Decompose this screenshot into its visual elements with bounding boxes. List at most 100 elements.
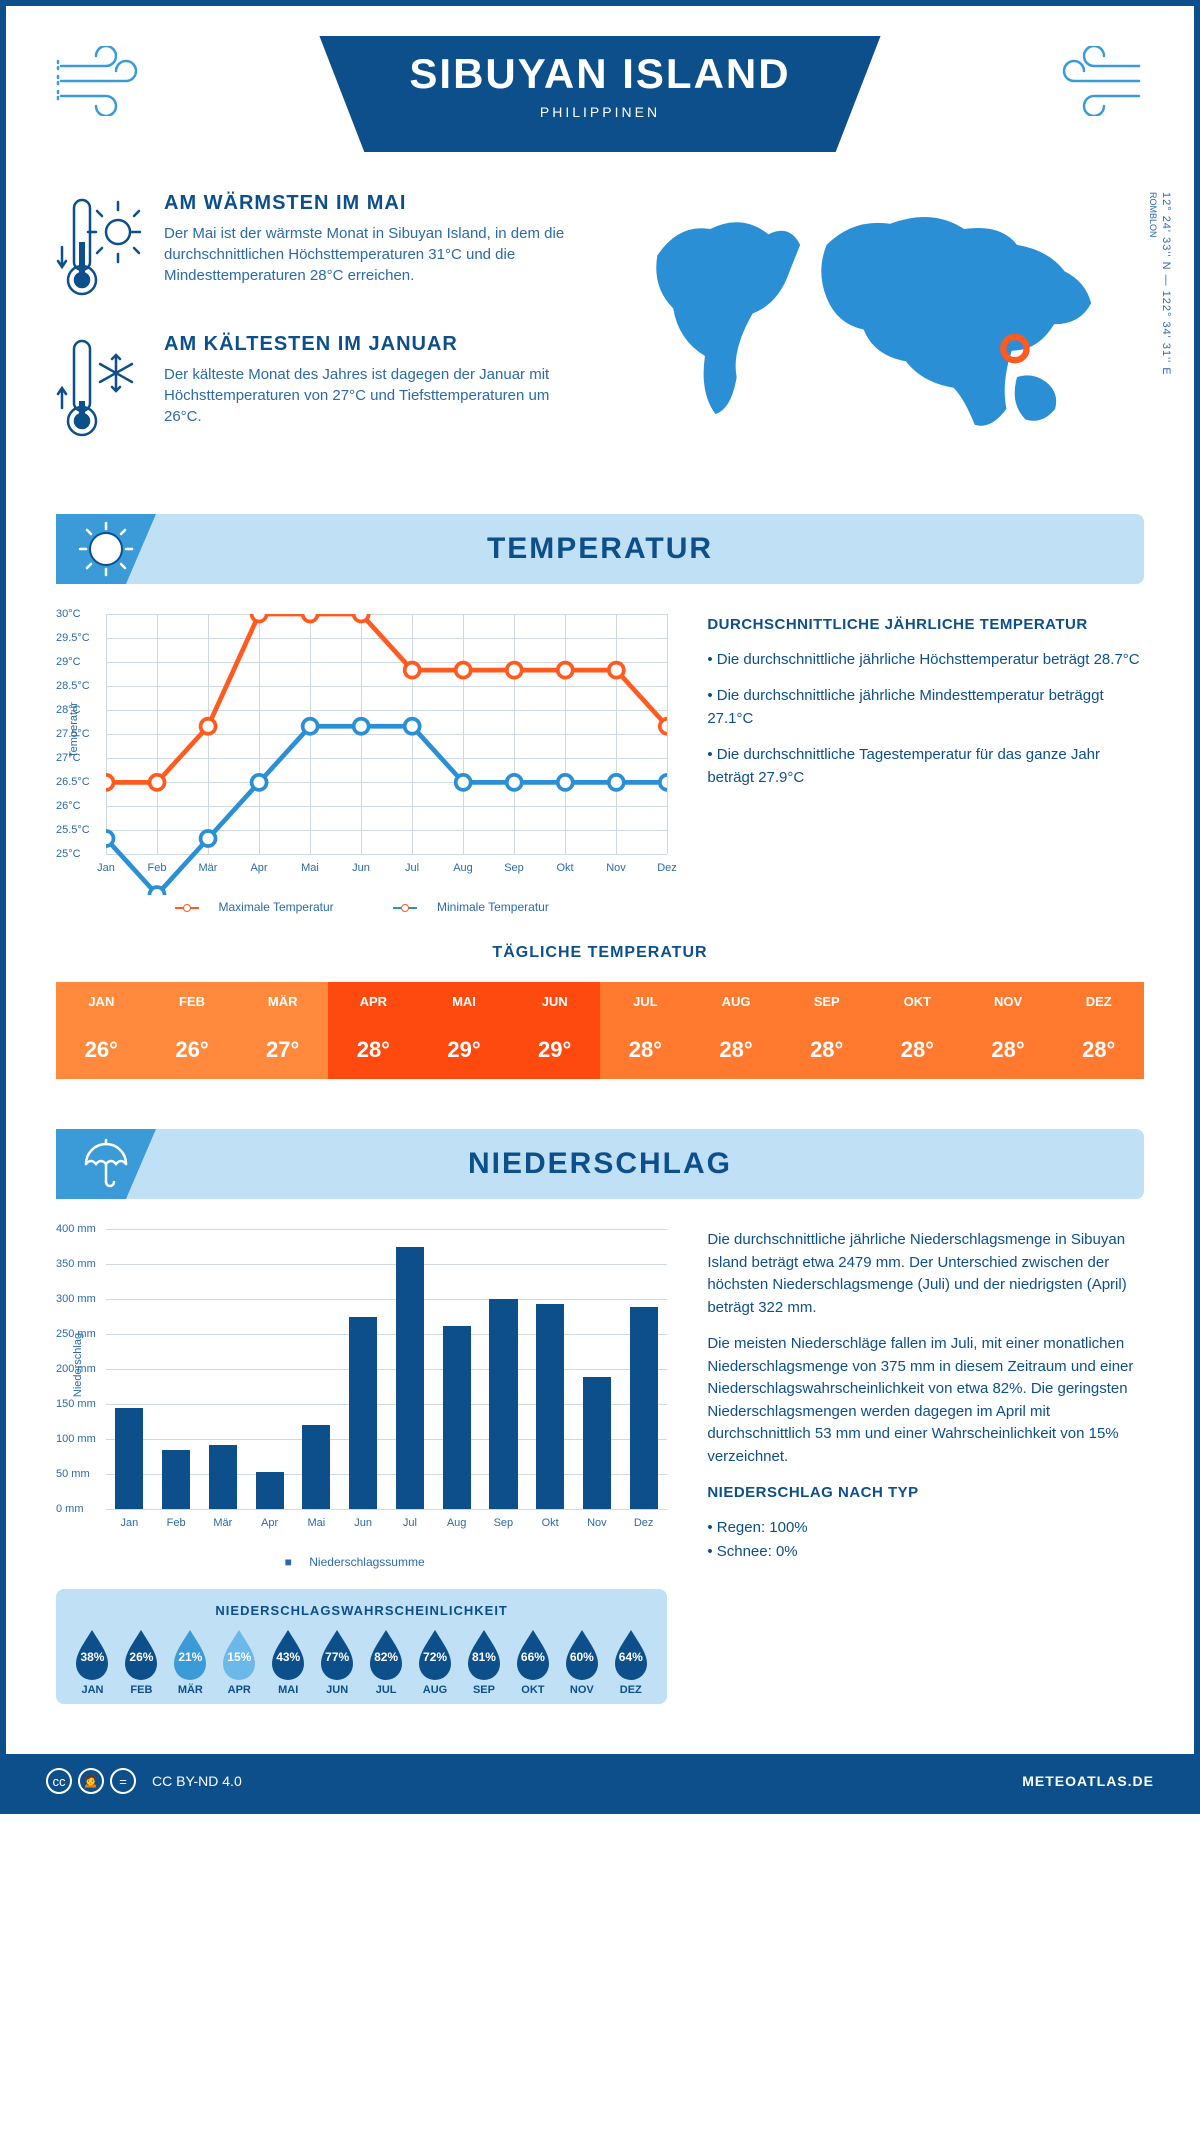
prob-cell: 72%AUG xyxy=(411,1628,460,1696)
xtick-label: Jun xyxy=(354,1517,372,1529)
ytick-label: 26°C xyxy=(56,800,81,812)
ytick-label: 250 mm xyxy=(56,1328,96,1340)
ytick-label: 0 mm xyxy=(56,1503,84,1515)
ytick-label: 150 mm xyxy=(56,1398,96,1410)
temperature-title: TEMPERATUR xyxy=(56,532,1144,566)
xtick-label: Jul xyxy=(405,862,419,874)
temp-cell: NOV28° xyxy=(963,982,1054,1079)
ytick-label: 30°C xyxy=(56,608,81,620)
bar xyxy=(302,1425,330,1509)
xtick-label: Mai xyxy=(308,1517,326,1529)
bar xyxy=(396,1247,424,1510)
prob-cell: 66%OKT xyxy=(508,1628,557,1696)
daily-temp-table: JAN26°FEB26°MÄR27°APR28°MAI29°JUN29°JUL2… xyxy=(56,982,1144,1079)
page-title: SIBUYAN ISLAND xyxy=(409,50,790,98)
drop-icon: 38% xyxy=(72,1628,112,1680)
prob-month-label: APR xyxy=(215,1684,264,1696)
daily-temp-title: TÄGLICHE TEMPERATUR xyxy=(56,944,1144,962)
bar xyxy=(349,1317,377,1510)
temp-cell: JUN29° xyxy=(509,982,600,1079)
ytick-label: 200 mm xyxy=(56,1363,96,1375)
drop-icon: 77% xyxy=(317,1628,357,1680)
nd-icon: = xyxy=(110,1768,136,1794)
prob-cell: 21% MÄR xyxy=(166,1628,215,1696)
bar xyxy=(162,1450,190,1510)
drop-icon: 82% xyxy=(366,1628,406,1680)
temp-cell: OKT28° xyxy=(872,982,963,1079)
probability-title: NIEDERSCHLAGSWAHRSCHEINLICHKEIT xyxy=(68,1603,655,1618)
sun-icon xyxy=(56,514,156,584)
temperature-summary: DURCHSCHNITTLICHE JÄHRLICHE TEMPERATUR •… xyxy=(707,614,1144,914)
prob-cell: 77% JUN xyxy=(313,1628,362,1696)
ytick-label: 50 mm xyxy=(56,1468,90,1480)
precip-bar-chart: Niederschlag 0 mm50 mm100 mm150 mm200 mm… xyxy=(56,1229,667,1549)
ytick-label: 27°C xyxy=(56,752,81,764)
bytype-title: NIEDERSCHLAG NACH TYP xyxy=(707,1482,1144,1505)
temp-cell: MAI29° xyxy=(419,982,510,1079)
precip-summary: Die durchschnittliche jährliche Niedersc… xyxy=(707,1229,1144,1704)
ytick-label: 100 mm xyxy=(56,1433,96,1445)
prob-cell: 15% APR xyxy=(215,1628,264,1696)
xtick-label: Mai xyxy=(301,862,319,874)
xtick-label: Dez xyxy=(634,1517,654,1529)
drop-icon: 64% xyxy=(611,1628,651,1680)
coldest-block: AM KÄLTESTEN IM JANUAR Der kälteste Mona… xyxy=(56,333,585,448)
drop-icon: 15% xyxy=(219,1628,259,1680)
xtick-label: Nov xyxy=(587,1517,607,1529)
bytype-line: • Regen: 100% xyxy=(707,1517,1144,1540)
prob-cell: 64% DEZ xyxy=(606,1628,655,1696)
wind-icon xyxy=(1034,46,1144,121)
xtick-label: Sep xyxy=(504,862,524,874)
precip-text: Die durchschnittliche jährliche Niedersc… xyxy=(707,1229,1144,1319)
ytick-label: 29.5°C xyxy=(56,632,90,644)
summary-line: • Die durchschnittliche Tagestemperatur … xyxy=(707,744,1144,789)
page-subtitle: PHILIPPINEN xyxy=(409,104,790,120)
prob-month-label: MÄR xyxy=(166,1684,215,1696)
xtick-label: Nov xyxy=(606,862,626,874)
ytick-label: 29°C xyxy=(56,656,81,668)
temp-cell: JUL28° xyxy=(600,982,691,1079)
summary-line: • Die durchschnittliche jährliche Mindes… xyxy=(707,685,1144,730)
xtick-label: Mär xyxy=(213,1517,232,1529)
xtick-label: Apr xyxy=(261,1517,278,1529)
prob-month-label: SEP xyxy=(460,1684,509,1696)
temp-cell: AUG28° xyxy=(691,982,782,1079)
prob-month-label: JUN xyxy=(313,1684,362,1696)
bar xyxy=(630,1307,658,1509)
license-block: cc 🙍 = CC BY-ND 4.0 xyxy=(46,1768,242,1794)
title-banner: SIBUYAN ISLAND PHILIPPINEN xyxy=(319,36,880,152)
warmest-block: AM WÄRMSTEN IM MAI Der Mai ist der wärms… xyxy=(56,192,585,307)
umbrella-icon xyxy=(56,1129,156,1199)
xtick-label: Aug xyxy=(453,862,473,874)
prob-cell: 26%FEB xyxy=(117,1628,166,1696)
prob-month-label: JAN xyxy=(68,1684,117,1696)
ytick-label: 350 mm xyxy=(56,1258,96,1270)
ytick-label: 400 mm xyxy=(56,1223,96,1235)
temp-cell: FEB26° xyxy=(147,982,238,1079)
bar-chart-legend: ■ Niederschlagssumme xyxy=(56,1555,667,1569)
xtick-label: Okt xyxy=(542,1517,559,1529)
prob-cell: 43%MAI xyxy=(264,1628,313,1696)
prob-month-label: DEZ xyxy=(606,1684,655,1696)
ytick-label: 300 mm xyxy=(56,1293,96,1305)
footer: cc 🙍 = CC BY-ND 4.0 METEOATLAS.DE xyxy=(6,1754,1194,1808)
temp-cell: SEP28° xyxy=(781,982,872,1079)
legend-label: Niederschlagssumme xyxy=(309,1555,424,1569)
license-text: CC BY-ND 4.0 xyxy=(152,1773,242,1789)
xtick-label: Jan xyxy=(121,1517,139,1529)
bytype-line: • Schnee: 0% xyxy=(707,1541,1144,1564)
bar xyxy=(443,1326,471,1509)
xtick-label: Sep xyxy=(494,1517,514,1529)
info-row: AM WÄRMSTEN IM MAI Der Mai ist der wärms… xyxy=(56,192,1144,474)
xtick-label: Dez xyxy=(657,862,677,874)
ytick-label: 26.5°C xyxy=(56,776,90,788)
prob-month-label: OKT xyxy=(508,1684,557,1696)
region-label: ROMBLON xyxy=(1148,192,1158,238)
prob-cell: 82%JUL xyxy=(362,1628,411,1696)
bar xyxy=(209,1445,237,1509)
temp-cell: APR28° xyxy=(328,982,419,1079)
bar xyxy=(583,1377,611,1509)
drop-icon: 43% xyxy=(268,1628,308,1680)
drop-icon: 21% xyxy=(170,1628,210,1680)
world-map: ROMBLON 12° 24' 33'' N — 122° 34' 31'' E xyxy=(615,192,1144,474)
